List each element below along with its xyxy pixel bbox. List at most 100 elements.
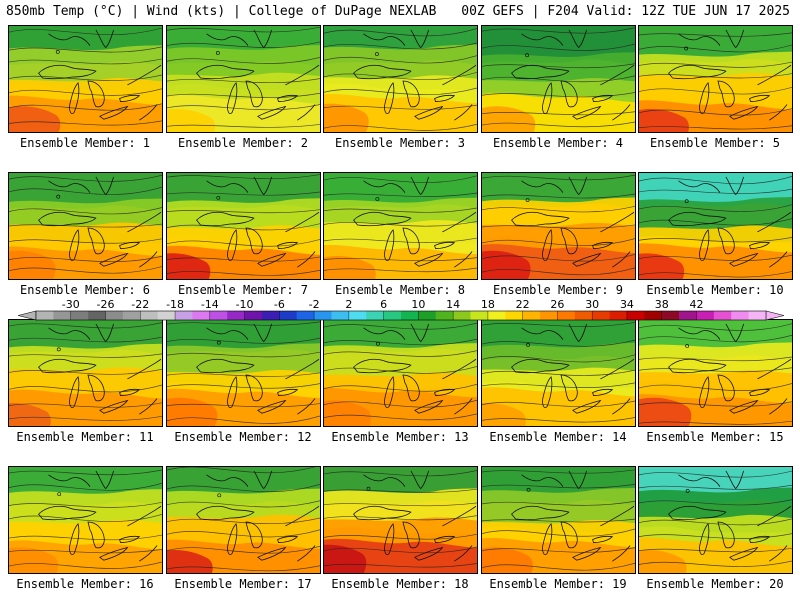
ensemble-member-panel[interactable] <box>481 319 636 427</box>
ensemble-member-panel[interactable] <box>638 25 793 133</box>
lake-outline <box>678 474 721 487</box>
height-contour <box>167 403 320 408</box>
height-contour <box>482 111 635 116</box>
height-contour <box>9 322 162 329</box>
lake-outline <box>48 474 91 487</box>
ensemble-member-panel[interactable] <box>638 466 793 574</box>
lake-outline <box>410 29 430 49</box>
height-contour <box>9 74 162 81</box>
lake-outline <box>749 388 771 396</box>
lake-outline <box>48 180 91 193</box>
temperature-band <box>482 402 526 426</box>
pressure-center-marker <box>217 493 222 498</box>
ensemble-member-panel[interactable] <box>166 25 321 133</box>
lake-outline <box>99 546 129 561</box>
ensemble-member-panel[interactable] <box>323 25 478 133</box>
height-contour <box>324 563 477 568</box>
lake-outline <box>600 64 635 86</box>
height-contour <box>639 499 792 506</box>
temperature-band <box>324 400 372 426</box>
colorbar-segment <box>175 311 193 320</box>
temperature-field-map <box>482 467 635 573</box>
temperature-band <box>324 544 367 573</box>
pressure-center-marker <box>57 492 62 497</box>
ensemble-member-panel[interactable] <box>323 172 478 280</box>
colorbar-tick-label: 34 <box>620 298 634 311</box>
lake-outline <box>257 399 287 414</box>
height-contour <box>167 78 320 84</box>
lake-outline <box>38 505 97 521</box>
lake-outline <box>442 358 477 380</box>
lake-outline <box>442 505 477 527</box>
lake-outline <box>592 241 614 249</box>
lake-outline <box>95 470 115 490</box>
ensemble-member-panel[interactable] <box>638 319 793 427</box>
colorbar-segment <box>487 311 506 320</box>
lake-outline <box>206 327 249 340</box>
lake-outline <box>277 535 299 543</box>
lake-outline <box>297 545 316 562</box>
height-contour <box>639 401 792 407</box>
height-contour <box>639 518 792 526</box>
ensemble-member-panel[interactable] <box>323 319 478 427</box>
height-contour <box>324 322 477 330</box>
ensemble-member-panel[interactable] <box>638 172 793 280</box>
lake-outline <box>717 80 735 108</box>
colorbar-segment <box>314 311 332 320</box>
height-contour <box>482 562 635 571</box>
ensemble-member-panel[interactable] <box>166 319 321 427</box>
height-contour <box>482 253 635 262</box>
colorbar-segment <box>470 311 489 320</box>
height-contour <box>9 561 162 569</box>
lake-outline <box>363 327 406 340</box>
lake-outline <box>119 94 141 102</box>
lake-outline <box>363 474 406 487</box>
temperature-band <box>9 547 58 573</box>
height-contour <box>167 545 320 554</box>
lake-outline <box>592 535 614 543</box>
colorbar-segment <box>53 311 72 320</box>
lake-outline <box>87 374 105 402</box>
ensemble-member-panel[interactable] <box>8 319 163 427</box>
lake-outline <box>227 82 238 114</box>
height-contour <box>167 351 320 358</box>
ensemble-member-panel[interactable] <box>481 466 636 574</box>
lake-outline <box>699 376 710 408</box>
lake-outline <box>757 358 792 380</box>
ensemble-member-panel[interactable] <box>481 25 636 133</box>
lake-outline <box>206 180 249 193</box>
ensemble-member-panel[interactable] <box>166 466 321 574</box>
lake-outline <box>757 64 792 86</box>
ensemble-member-panel[interactable] <box>8 25 163 133</box>
temperature-field-map <box>9 320 162 426</box>
pressure-center-marker <box>525 198 530 202</box>
lake-outline <box>410 470 430 490</box>
temperature-field-map <box>167 26 320 132</box>
lake-outline <box>442 64 477 86</box>
height-contour <box>324 350 477 357</box>
ensemble-member-panel[interactable] <box>8 466 163 574</box>
lake-outline <box>725 470 745 490</box>
height-contour <box>167 337 320 344</box>
ensemble-member-panel[interactable] <box>166 172 321 280</box>
temperature-field-map <box>9 173 162 279</box>
ensemble-member-panel[interactable] <box>323 466 478 574</box>
ensemble-member-label: Ensemble Member: 20 <box>646 577 784 591</box>
height-contour <box>482 518 635 523</box>
height-contour <box>324 123 477 131</box>
height-contour <box>9 103 162 111</box>
colorbar-segment <box>713 311 732 320</box>
height-contour <box>482 500 635 506</box>
temperature-band <box>639 550 687 573</box>
ensemble-member-panel[interactable] <box>8 172 163 280</box>
pressure-center-marker <box>216 195 221 200</box>
lake-outline <box>612 398 631 415</box>
ensemble-member-panel[interactable] <box>481 172 636 280</box>
ensemble-member-label: Ensemble Member: 15 <box>646 430 784 444</box>
temperature-field-map <box>482 173 635 279</box>
colorbar-tick-label: 18 <box>481 298 495 311</box>
height-contour <box>324 87 477 96</box>
colorbar-segment <box>227 311 245 320</box>
lake-outline <box>678 327 721 340</box>
colorbar-segment <box>626 311 645 320</box>
